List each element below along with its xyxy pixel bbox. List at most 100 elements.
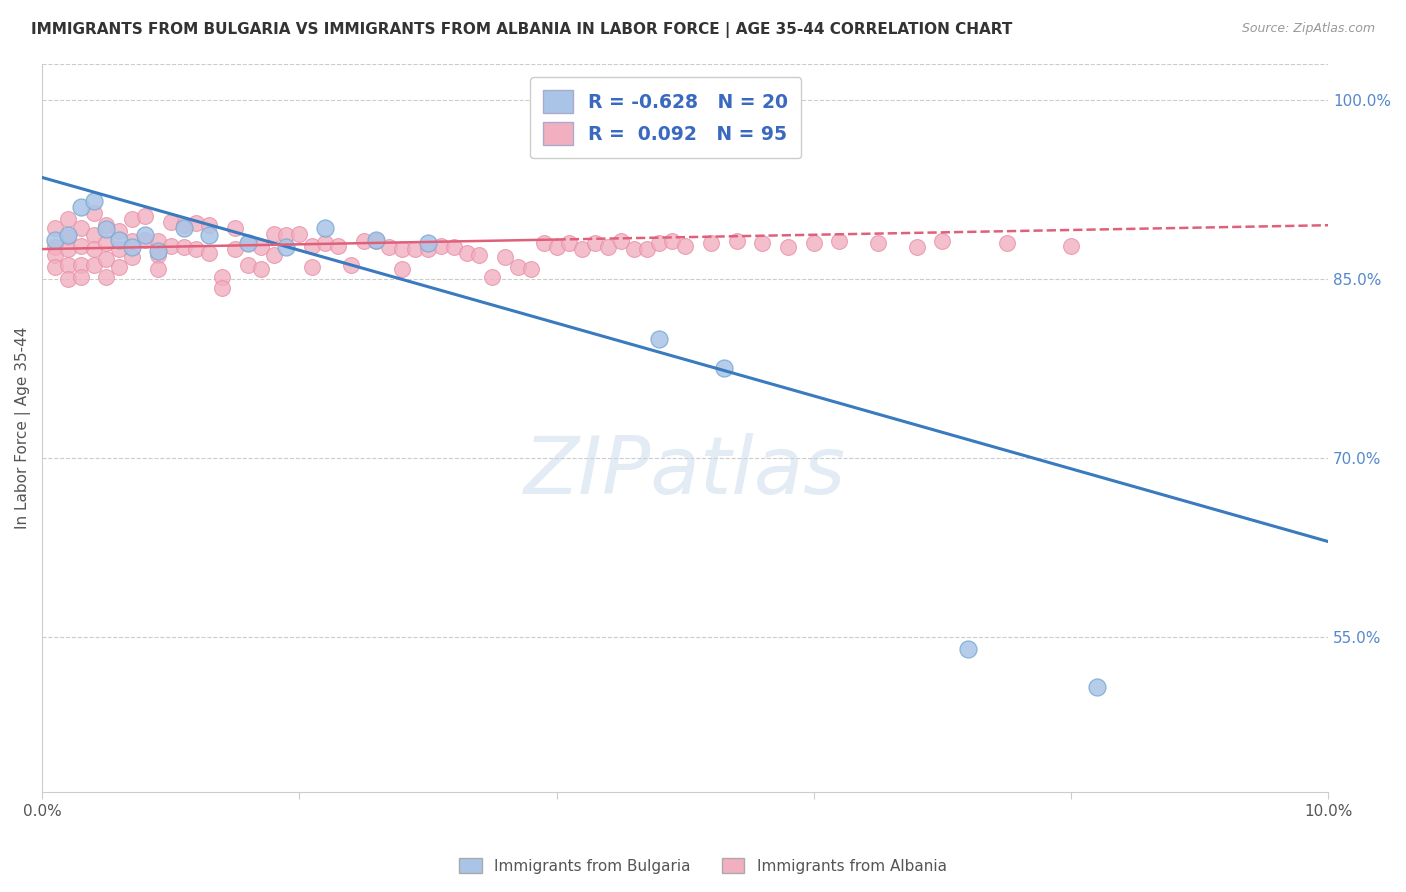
Point — [301, 238, 323, 252]
Point — [416, 236, 439, 251]
Point — [134, 233, 156, 247]
Point — [186, 216, 208, 230]
Point — [263, 227, 285, 241]
Text: IMMIGRANTS FROM BULGARIA VS IMMIGRANTS FROM ALBANIA IN LABOR FORCE | AGE 35-44 C: IMMIGRANTS FROM BULGARIA VS IMMIGRANTS F… — [31, 22, 1012, 38]
Point — [776, 240, 799, 254]
Point — [173, 218, 195, 232]
Point — [44, 220, 66, 235]
Point — [134, 209, 156, 223]
Point — [69, 220, 91, 235]
Point — [713, 361, 735, 376]
Point — [96, 221, 118, 235]
Point — [276, 240, 298, 254]
Point — [146, 244, 169, 259]
Point — [276, 227, 298, 242]
Point — [249, 262, 271, 277]
Point — [83, 242, 105, 256]
Point — [661, 234, 683, 248]
Point — [236, 258, 259, 272]
Point — [404, 242, 426, 256]
Point — [1060, 238, 1083, 252]
Point — [673, 238, 696, 252]
Point — [700, 236, 723, 251]
Point — [198, 227, 221, 242]
Point — [636, 242, 658, 256]
Point — [236, 236, 259, 251]
Point — [1085, 680, 1108, 694]
Point — [108, 260, 131, 274]
Point — [96, 236, 118, 251]
Point — [146, 248, 169, 262]
Point — [533, 236, 555, 251]
Point — [198, 218, 221, 232]
Point — [378, 240, 401, 254]
Legend: Immigrants from Bulgaria, Immigrants from Albania: Immigrants from Bulgaria, Immigrants fro… — [453, 852, 953, 880]
Point — [69, 258, 91, 272]
Point — [186, 242, 208, 256]
Point — [69, 269, 91, 284]
Point — [83, 258, 105, 272]
Point — [583, 236, 606, 251]
Point — [314, 236, 336, 251]
Point — [803, 236, 825, 251]
Point — [69, 238, 91, 252]
Point — [366, 233, 388, 247]
Point — [121, 234, 143, 248]
Point — [610, 234, 633, 248]
Point — [546, 240, 568, 254]
Point — [648, 332, 671, 346]
Point — [56, 212, 79, 227]
Point — [443, 240, 465, 254]
Point — [725, 234, 748, 248]
Point — [236, 236, 259, 251]
Point — [69, 200, 91, 214]
Point — [905, 240, 928, 254]
Point — [146, 234, 169, 248]
Point — [571, 242, 593, 256]
Point — [159, 214, 181, 228]
Point — [353, 234, 375, 248]
Point — [56, 272, 79, 286]
Point — [866, 236, 889, 251]
Point — [288, 227, 311, 241]
Point — [596, 240, 619, 254]
Point — [623, 242, 645, 256]
Point — [96, 218, 118, 232]
Point — [83, 206, 105, 220]
Point — [648, 236, 671, 251]
Point — [224, 242, 246, 256]
Point — [56, 230, 79, 244]
Point — [108, 224, 131, 238]
Point — [224, 220, 246, 235]
Point — [314, 220, 336, 235]
Point — [96, 269, 118, 284]
Point — [416, 242, 439, 256]
Point — [173, 220, 195, 235]
Point — [56, 258, 79, 272]
Point — [159, 238, 181, 252]
Point — [121, 212, 143, 227]
Point — [339, 258, 361, 272]
Text: Source: ZipAtlas.com: Source: ZipAtlas.com — [1241, 22, 1375, 36]
Point — [957, 642, 980, 657]
Point — [211, 281, 233, 295]
Point — [146, 262, 169, 277]
Point — [481, 269, 503, 284]
Point — [326, 238, 349, 252]
Text: ZIPatlas: ZIPatlas — [524, 433, 846, 511]
Point — [108, 233, 131, 247]
Point — [263, 248, 285, 262]
Point — [44, 260, 66, 274]
Point — [134, 227, 156, 242]
Point — [456, 245, 478, 260]
Point — [249, 240, 271, 254]
Legend: R = -0.628   N = 20, R =  0.092   N = 95: R = -0.628 N = 20, R = 0.092 N = 95 — [530, 77, 801, 159]
Point — [173, 240, 195, 254]
Point — [83, 194, 105, 209]
Point — [44, 233, 66, 247]
Point — [56, 242, 79, 256]
Point — [108, 242, 131, 256]
Point — [211, 269, 233, 284]
Point — [301, 260, 323, 274]
Point — [44, 248, 66, 262]
